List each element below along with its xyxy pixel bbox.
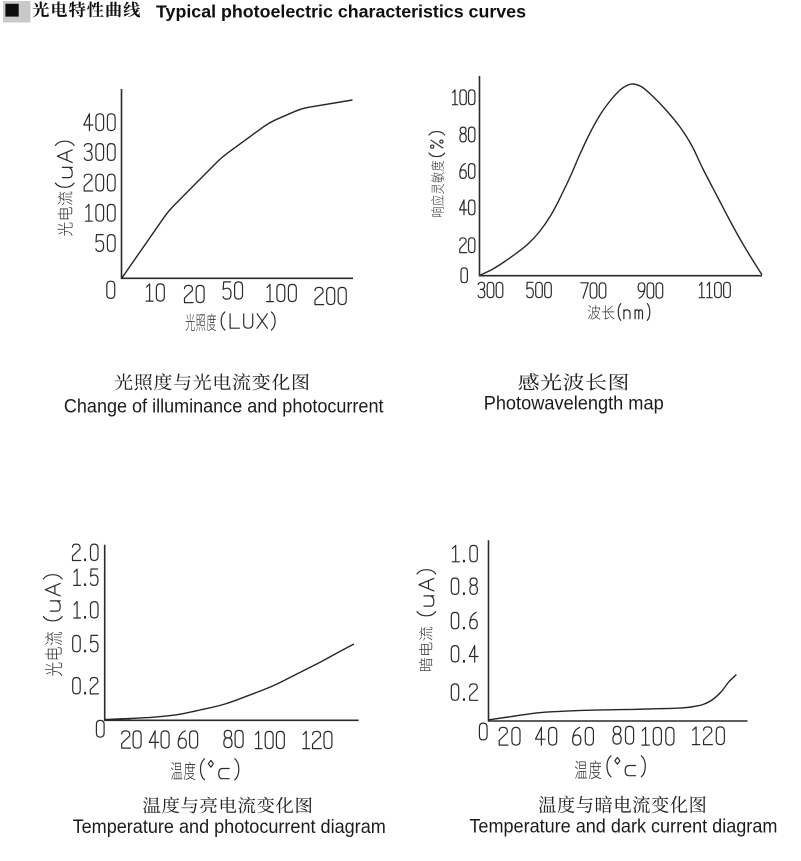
svg-text:Photowavelength map: Photowavelength map	[484, 394, 664, 415]
svg-text:Temperature and dark current d: Temperature and dark current diagram	[469, 816, 777, 838]
svg-text:Temperature and photocurrent d: Temperature and photocurrent diagram	[73, 816, 386, 838]
svg-text:Change of illuminance and phot: Change of illuminance and photocurrent	[64, 397, 384, 418]
svg-text:Typical photoelectric characte: Typical photoelectric characteristics cu…	[156, 1, 526, 21]
